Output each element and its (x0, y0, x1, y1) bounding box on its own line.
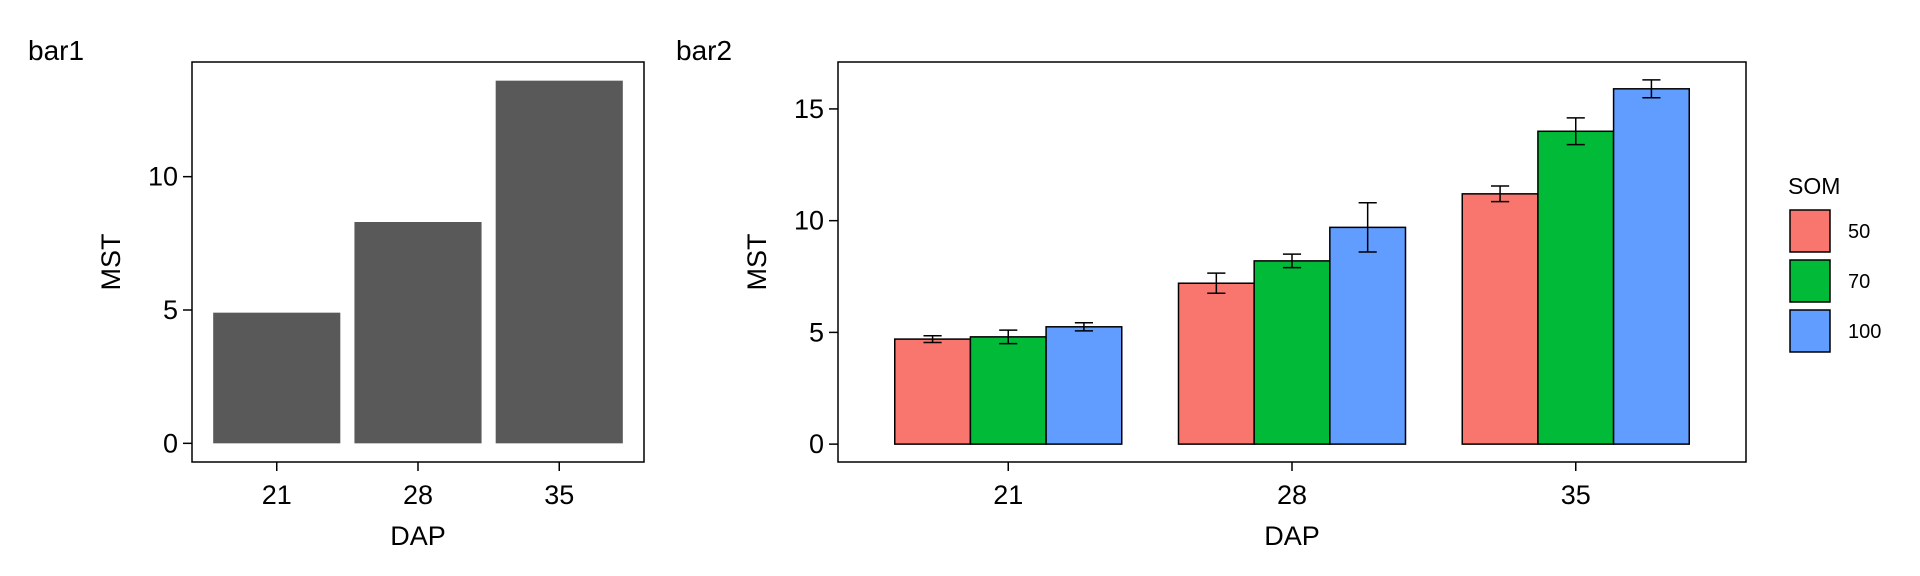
y-axis-bar1: 0 5 10 (148, 162, 192, 458)
error-bars-bar2 (923, 79, 1661, 345)
legend-label-50: 50 (1848, 221, 1870, 243)
panel-bar2: bar2 0 5 10 15 21 28 35 DAP MST SOM 50 70 100 (676, 35, 1881, 551)
bar2-x-tick-label-1: 28 (1277, 480, 1307, 510)
legend-key-50 (1789, 209, 1831, 253)
bar2-error-bar-28-100 (1358, 202, 1377, 253)
bar2-error-bar-28-70 (1282, 253, 1302, 269)
bar1-bar-21 (213, 312, 341, 444)
bar2-bar-35-50 (1461, 193, 1539, 445)
bar2-error-bar-35-70 (1566, 117, 1585, 146)
bar2-error-bar-28-50 (1207, 272, 1226, 295)
x-axis-title-bar2: DAP (1264, 521, 1320, 551)
bar2-error-bar-35-100 (1642, 79, 1661, 99)
bar1-y-tick-label-2: 10 (148, 162, 178, 192)
bar2-bar-28-70 (1253, 260, 1331, 445)
y-axis-bar2: 0 5 10 15 (794, 94, 838, 459)
bar2-bar-21-70 (969, 336, 1047, 445)
y-axis-title-bar1: MST (96, 234, 126, 291)
bars-bar2 (894, 88, 1691, 445)
panel-tag-bar2: bar2 (676, 35, 732, 66)
bar1-x-tick-label-1: 28 (403, 480, 433, 510)
x-axis-bar1: 21 28 35 (262, 462, 574, 510)
bar1-x-tick-label-0: 21 (262, 480, 292, 510)
bar2-x-tick-label-2: 35 (1561, 480, 1591, 510)
legend-key-100 (1789, 309, 1831, 353)
bar2-y-tick-label-3: 15 (794, 94, 824, 124)
panel-bar1: bar1 0 5 10 21 28 35 DAP MST (28, 35, 645, 551)
legend-label-100: 100 (1848, 321, 1881, 343)
bar1-bar-28 (354, 222, 482, 444)
legend-title: SOM (1788, 173, 1840, 199)
bar1-bar-35 (495, 80, 623, 444)
bar1-y-tick-label-1: 5 (163, 295, 178, 325)
y-axis-title-bar2: MST (742, 234, 772, 291)
bar2-bar-28-50 (1177, 282, 1255, 445)
bar2-error-bar-35-50 (1491, 185, 1510, 203)
bar2-y-tick-label-0: 0 (809, 429, 824, 459)
bar2-error-bar-21-100 (1074, 322, 1093, 332)
legend-items: 50 70 100 (1789, 209, 1881, 353)
bar2-bar-35-70 (1537, 130, 1615, 445)
legend: SOM 50 70 100 (1788, 173, 1881, 353)
bar2-error-bar-21-50 (923, 334, 942, 344)
bar2-y-tick-label-2: 10 (794, 206, 824, 236)
x-axis-title-bar1: DAP (390, 521, 446, 551)
x-axis-bar2: 21 28 35 (993, 462, 1591, 510)
bar2-bar-35-100 (1612, 88, 1691, 445)
legend-key-70 (1789, 259, 1831, 303)
bar2-bar-21-50 (894, 338, 972, 445)
bar2-y-tick-label-1: 5 (809, 317, 824, 347)
bar2-error-bar-21-70 (999, 329, 1018, 345)
bars-bar1 (213, 80, 623, 444)
bar2-bar-21-100 (1045, 326, 1123, 445)
legend-label-70: 70 (1848, 271, 1870, 293)
bar1-y-tick-label-0: 0 (163, 428, 178, 458)
bar1-x-tick-label-2: 35 (544, 480, 574, 510)
panel-tag-bar1: bar1 (28, 35, 84, 66)
bar2-bar-28-100 (1329, 226, 1407, 445)
bar2-x-tick-label-0: 21 (993, 480, 1023, 510)
